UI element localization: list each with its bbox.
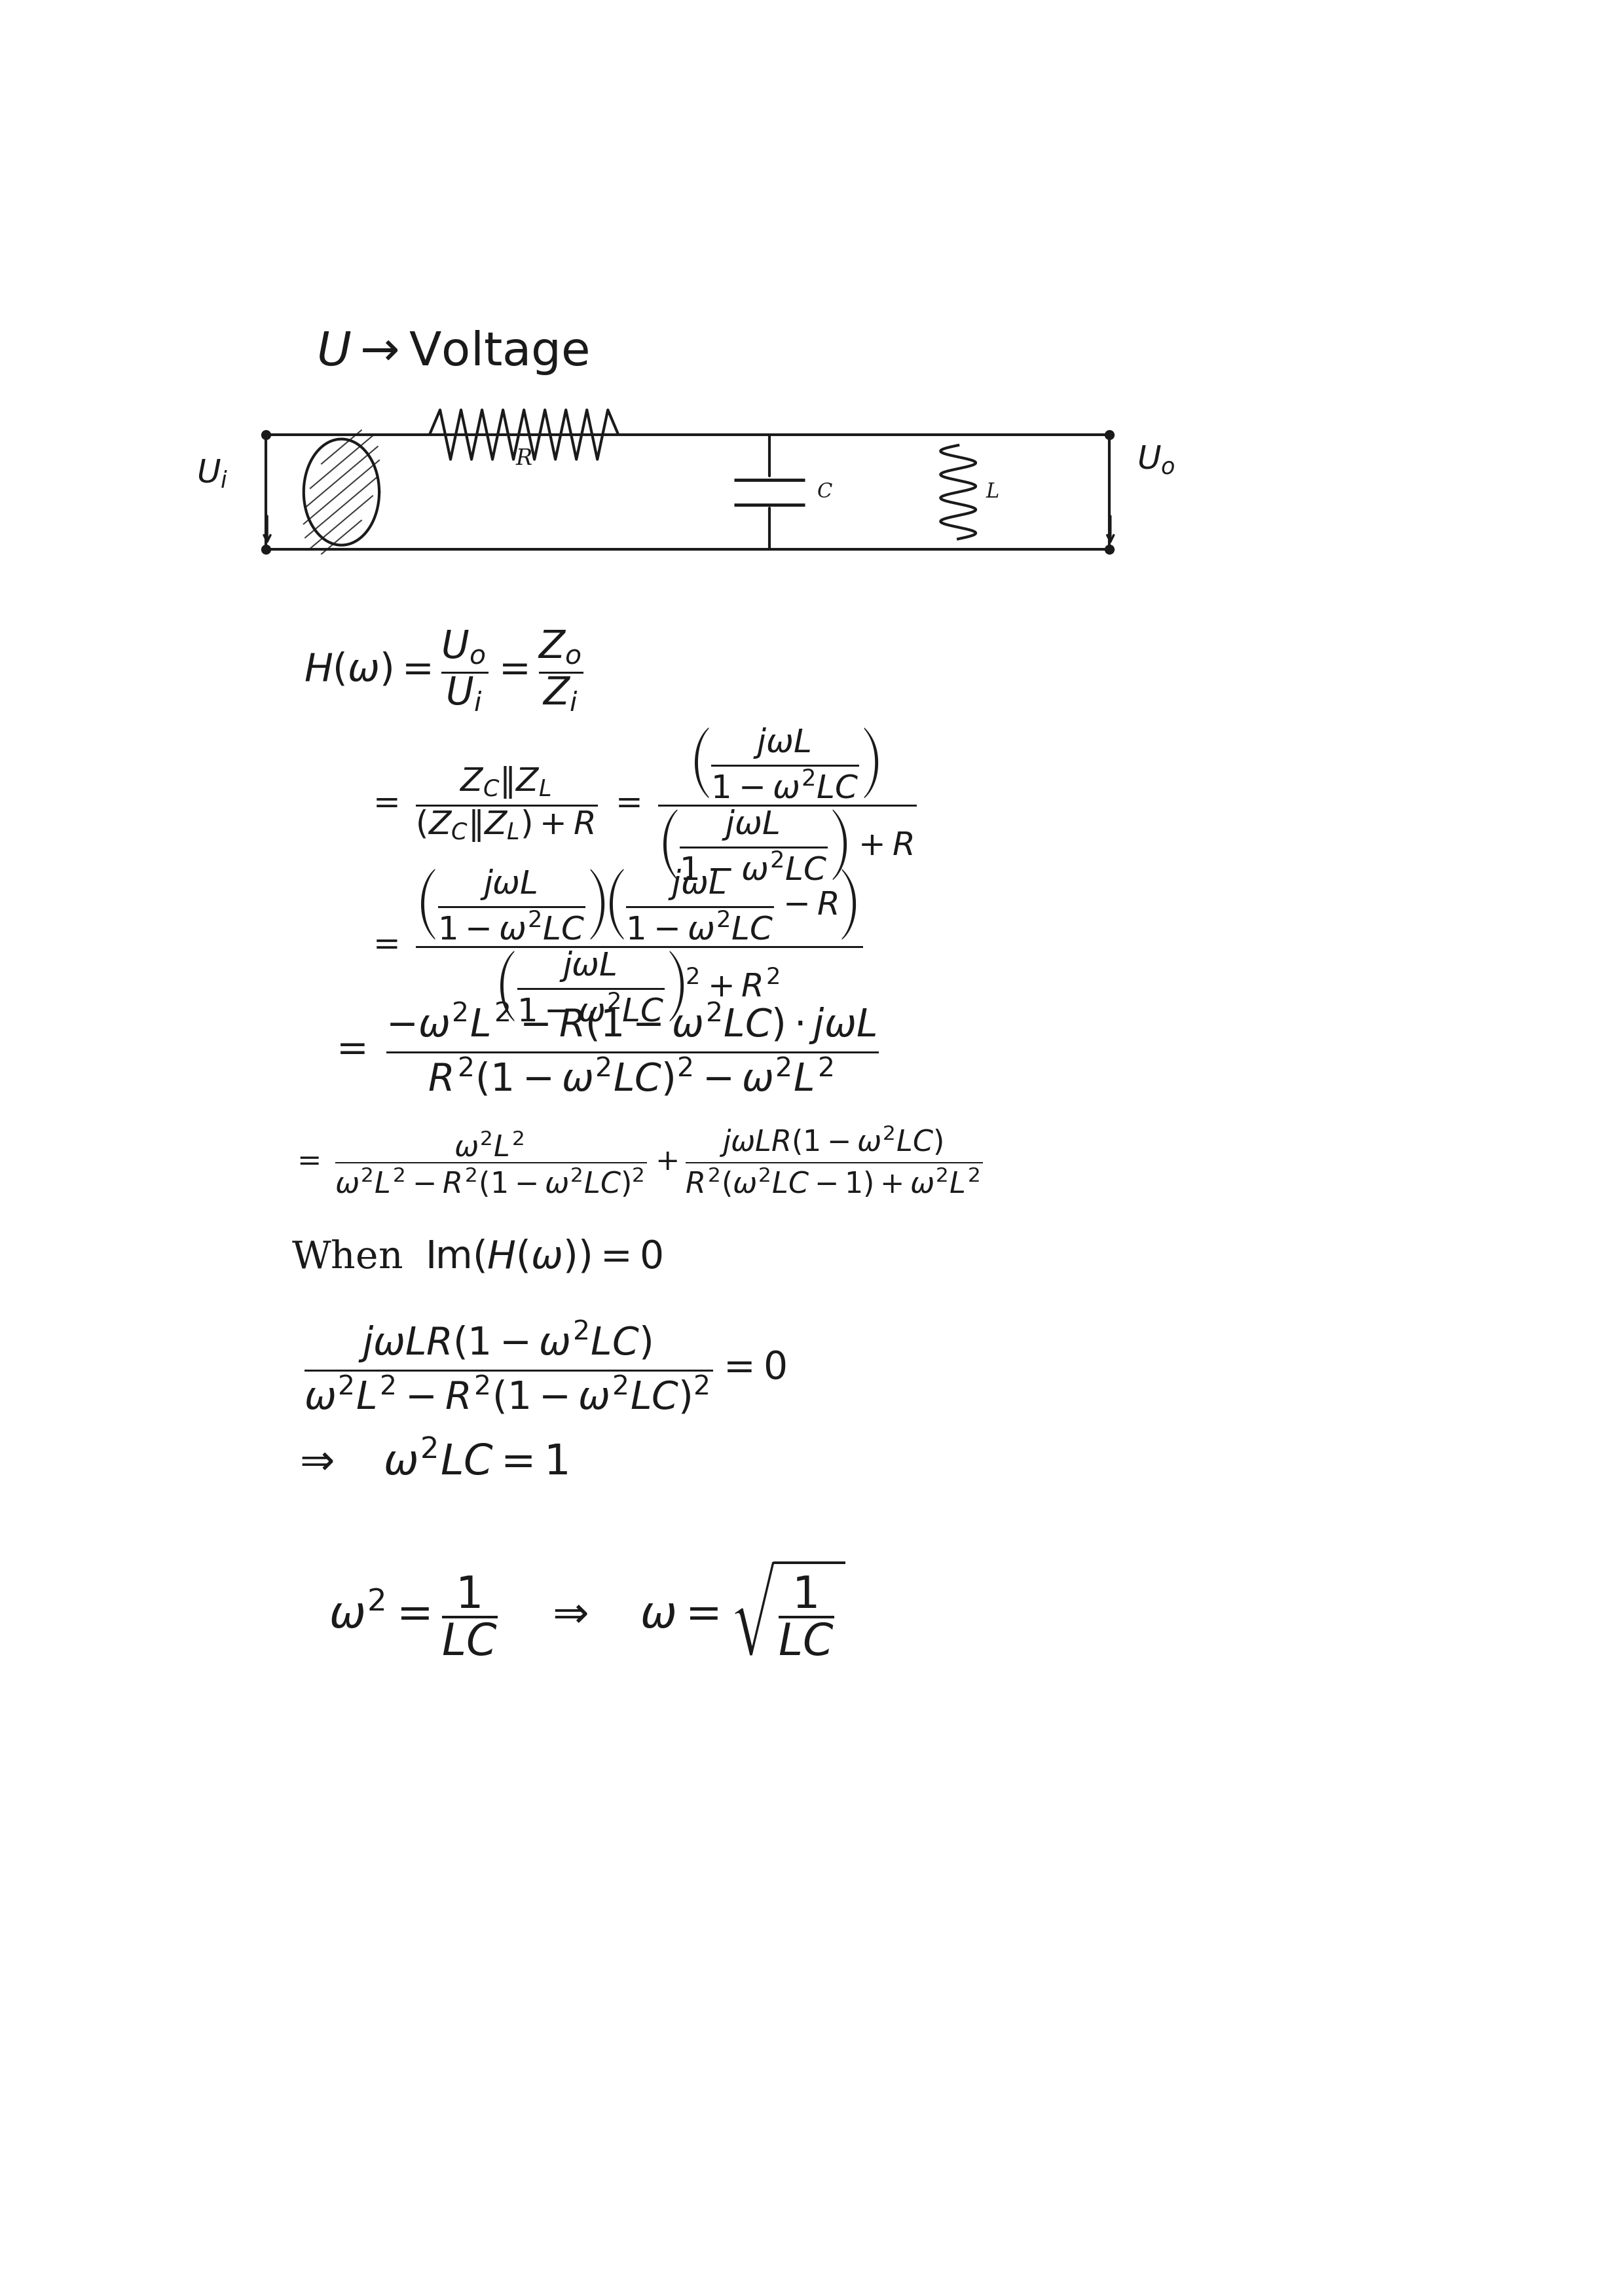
Text: $U_i$: $U_i$: [197, 459, 227, 491]
Text: $U_o$: $U_o$: [1137, 443, 1176, 478]
Text: L: L: [986, 482, 999, 503]
Text: C: C: [817, 482, 833, 503]
Text: $\omega^2 = \dfrac{1}{LC} \quad \Rightarrow \quad \omega = \sqrt{\dfrac{1}{LC}}$: $\omega^2 = \dfrac{1}{LC} \quad \Rightar…: [328, 1557, 846, 1658]
Text: $\Rightarrow \quad \omega^2 LC = 1$: $\Rightarrow \quad \omega^2 LC = 1$: [291, 1442, 568, 1483]
Text: When $\;\mathrm{Im}(H(\omega)) = 0$: When $\;\mathrm{Im}(H(\omega)) = 0$: [291, 1240, 663, 1277]
Text: $U \rightarrow \mathrm{Voltage}$: $U \rightarrow \mathrm{Voltage}$: [317, 328, 590, 377]
Text: $= \;\dfrac{\omega^2 L^2}{\omega^2 L^2 - R^2(1-\omega^2 LC)^2} + \dfrac{j\omega : $= \;\dfrac{\omega^2 L^2}{\omega^2 L^2 -…: [291, 1125, 983, 1199]
Text: $= \;\dfrac{-\omega^2 L^2 - R(1-\omega^2 LC)\cdot j\omega L}{R^2(1-\omega^2 LC)^: $= \;\dfrac{-\omega^2 L^2 - R(1-\omega^2…: [328, 1001, 879, 1097]
Text: $= \;\dfrac{\left(\dfrac{j\omega L}{1-\omega^2 LC}\right)\!\left(\dfrac{j\omega : $= \;\dfrac{\left(\dfrac{j\omega L}{1-\o…: [367, 868, 862, 1024]
Text: $H(\omega) = \dfrac{U_o}{U_i} = \dfrac{Z_o}{Z_i}$: $H(\omega) = \dfrac{U_o}{U_i} = \dfrac{Z…: [304, 629, 583, 714]
Text: $\dfrac{j\omega LR(1-\omega^2 LC)}{\omega^2 L^2 - R^2(1-\omega^2 LC)^2} = 0$: $\dfrac{j\omega LR(1-\omega^2 LC)}{\omeg…: [304, 1318, 786, 1414]
Text: $= \;\dfrac{Z_C \| Z_L}{(Z_C \| Z_L) + R}\;=\; \dfrac{\left(\dfrac{j\omega L}{1-: $= \;\dfrac{Z_C \| Z_L}{(Z_C \| Z_L) + R…: [367, 726, 916, 882]
Text: R: R: [516, 448, 533, 471]
